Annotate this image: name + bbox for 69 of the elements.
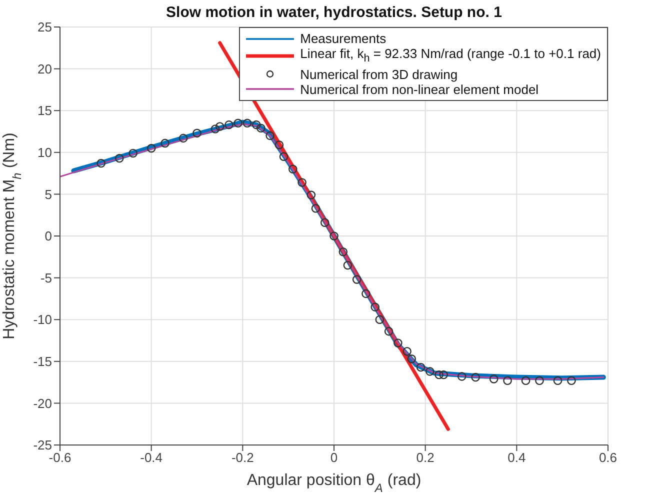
- point: [146, 144, 156, 153]
- point: [288, 164, 298, 174]
- y-tick-label: -5: [40, 270, 52, 286]
- y-tick-label: 0: [44, 228, 52, 244]
- point: [279, 152, 288, 161]
- point: [416, 362, 426, 372]
- chart-title: Slow motion in water, hydrostatics. Setup no. 1: [165, 4, 503, 21]
- point: [352, 275, 362, 284]
- x-tick-label: 0.6: [598, 450, 618, 466]
- point: [178, 134, 188, 143]
- point: [252, 120, 261, 130]
- point: [311, 204, 320, 213]
- x-tick-label: 0.4: [508, 450, 526, 466]
- point: [114, 154, 124, 163]
- y-tick-label: 20: [38, 61, 52, 76]
- point: [224, 120, 234, 130]
- point: [343, 260, 352, 270]
- x-tick-label: -0.6: [48, 450, 72, 466]
- x-tick-label: -0.4: [140, 450, 163, 466]
- point: [362, 289, 370, 298]
- point: [306, 190, 316, 200]
- y-tick-label: -15: [33, 354, 52, 370]
- point: [128, 148, 138, 158]
- point: [234, 118, 242, 128]
- x-axis-title: Angular position θ$_{A}$ (rad): [246, 472, 422, 495]
- legend-label: Numerical from non-linear element model: [300, 82, 539, 97]
- point: [266, 131, 274, 140]
- x-tick-label: 0: [330, 450, 338, 466]
- point: [503, 376, 512, 386]
- point: [426, 367, 434, 376]
- point: [439, 370, 448, 380]
- y-tick-label: -20: [33, 396, 52, 411]
- point: [242, 118, 252, 128]
- point: [320, 218, 330, 228]
- point: [274, 140, 284, 150]
- point: [370, 302, 380, 312]
- point: [384, 326, 394, 336]
- point: [96, 158, 106, 168]
- y-tick-label: 10: [38, 145, 52, 160]
- point: [298, 178, 306, 187]
- point: [215, 122, 224, 131]
- point: [553, 376, 562, 386]
- y-tick-label: -25: [33, 438, 52, 453]
- point: [210, 124, 220, 134]
- point: [338, 247, 348, 256]
- point: [192, 128, 202, 138]
- point: [256, 124, 266, 133]
- point: [394, 338, 402, 348]
- x-tick-label: -0.2: [231, 450, 254, 466]
- legend-label: Linear fit, k$_{h}$ = 92.33 Nm/rad (range -0.1 to +0.1 rad): [300, 46, 601, 67]
- point: [567, 376, 576, 386]
- legend-label: Numerical from 3D drawing: [300, 66, 458, 82]
- point: [160, 138, 170, 148]
- y-tick-label: 25: [38, 20, 52, 35]
- point: [330, 232, 338, 240]
- point: [471, 372, 480, 382]
- legend-label: Measurements: [300, 31, 386, 46]
- point: [457, 372, 466, 381]
- y-tick-label: 15: [38, 103, 52, 118]
- point: [402, 346, 412, 356]
- point: [489, 374, 498, 384]
- point: [434, 370, 444, 380]
- y-tick-label: -10: [33, 312, 52, 328]
- x-tick-label: 0.2: [416, 450, 434, 466]
- point: [521, 376, 530, 386]
- point: [535, 376, 544, 386]
- point: [375, 315, 384, 324]
- point: [407, 354, 416, 364]
- y-tick-label: 5: [44, 186, 52, 202]
